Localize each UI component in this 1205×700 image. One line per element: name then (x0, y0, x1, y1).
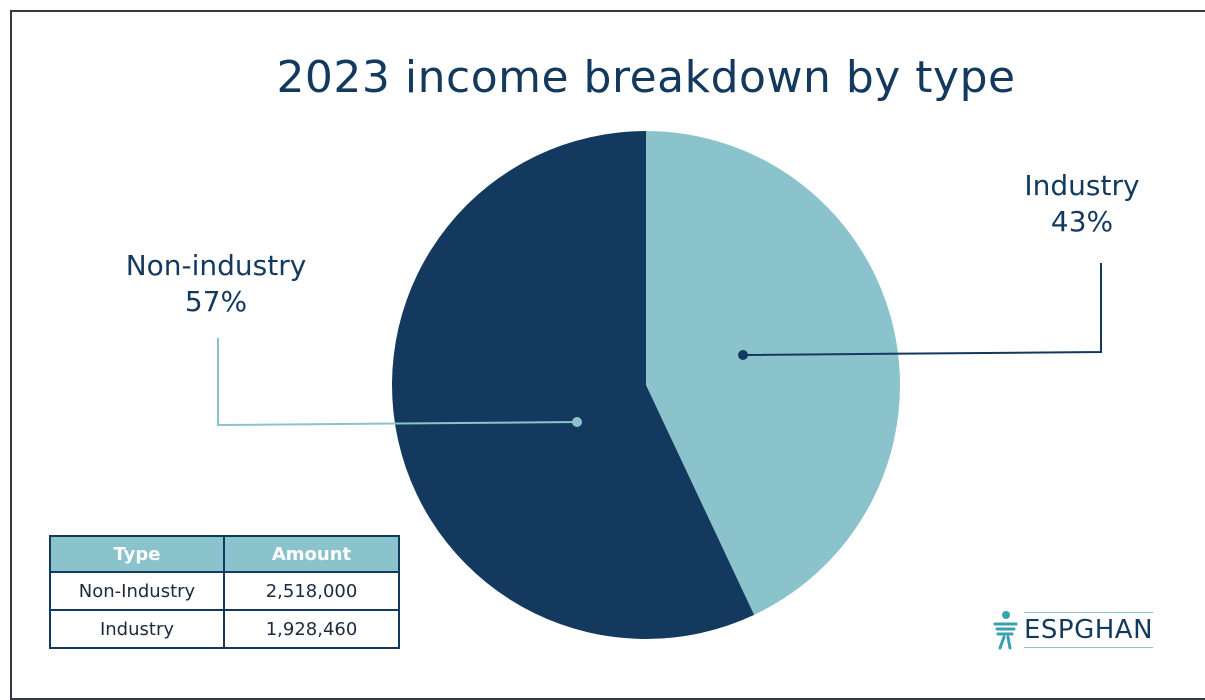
slice-name-industry: Industry (1024, 169, 1140, 202)
pie-chart (217, 131, 1102, 639)
income-table: Type Amount Non-Industry 2,518,000 Indus… (49, 535, 400, 649)
leader-dot-industry (738, 350, 748, 360)
table-cell-amount: 2,518,000 (223, 571, 400, 611)
espghan-figure-icon (993, 611, 1018, 650)
table-cell-amount: 1,928,460 (223, 609, 400, 649)
logo-text: ESPGHAN (1024, 612, 1154, 648)
table-cell-type: Non-Industry (49, 571, 225, 611)
table-header-type: Type (49, 535, 225, 573)
pie-slice-non-industry (391, 131, 755, 639)
leader-line-non-industry (217, 338, 578, 427)
chart-title: 2023 income breakdown by type (276, 52, 1016, 103)
espghan-logo: ESPGHAN (992, 610, 1154, 650)
pie-slice-industry (646, 131, 900, 615)
table-header-amount: Amount (223, 535, 400, 573)
table-header-row: Type Amount (49, 535, 400, 573)
table-cell-type: Industry (49, 609, 225, 649)
slice-percent-industry: 43% (1050, 205, 1114, 238)
slice-percent-non-industry: 57% (184, 285, 248, 318)
slice-label-non-industry: Non-industry 57% (100, 248, 332, 320)
slice-name-non-industry: Non-industry (125, 249, 307, 282)
slice-label-industry: Industry 43% (1010, 168, 1154, 240)
leader-line-industry (742, 263, 1102, 356)
leader-dot-non-industry (572, 417, 582, 427)
table-row: Industry 1,928,460 (49, 609, 400, 649)
table-row: Non-Industry 2,518,000 (49, 571, 400, 611)
